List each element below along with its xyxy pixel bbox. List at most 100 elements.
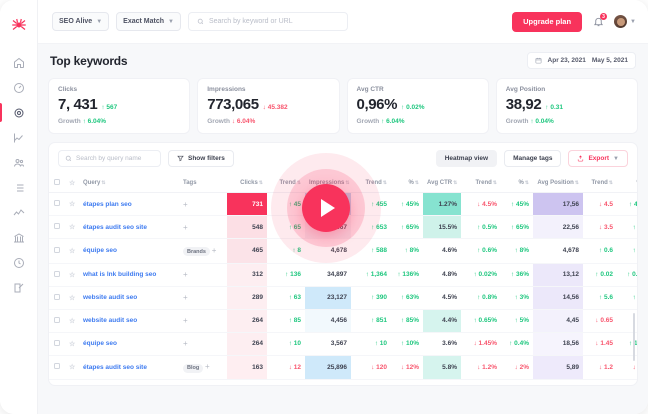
table-row[interactable]: ☆ what is lnk building seo +312 ↑ 136 34,897… — [49, 263, 637, 287]
checkbox-icon[interactable] — [54, 316, 60, 323]
date-range-picker[interactable]: Apr 23, 2021 May 5, 2021 — [526, 52, 636, 69]
cell-tags[interactable]: + — [179, 309, 227, 333]
checkbox-icon[interactable] — [54, 339, 60, 346]
show-filters-button[interactable]: Show filters — [168, 150, 234, 167]
sidebar-item-analytics[interactable] — [0, 125, 38, 150]
cell-query[interactable]: what is lnk building seo — [79, 263, 179, 287]
star-icon[interactable]: ☆ — [69, 247, 76, 255]
upgrade-plan-button[interactable]: Upgrade plan — [512, 11, 583, 32]
checkbox-icon[interactable] — [54, 270, 60, 277]
sidebar-item-notes[interactable] — [0, 275, 38, 300]
column-ctr-pct[interactable]: %⇅ — [501, 174, 533, 193]
add-tag-icon[interactable]: + — [183, 199, 188, 209]
cell-query[interactable]: website audit seo — [79, 286, 179, 310]
add-tag-icon[interactable]: + — [183, 293, 188, 302]
user-menu[interactable]: ▼ — [614, 15, 636, 28]
cell-query[interactable]: website audit seo — [79, 309, 179, 333]
table-row[interactable]: ☆ website audit seo +264 ↑ 85 4,456 ↑ 851 ↑ 85… — [49, 309, 637, 333]
checkbox-icon[interactable] — [54, 363, 60, 370]
match-type-selector[interactable]: Exact Match ▼ — [116, 12, 181, 31]
project-selector[interactable]: SEO Alive ▼ — [52, 12, 110, 31]
cell-tags[interactable]: + — [179, 215, 227, 239]
column-avg-ctr[interactable]: Avg CTR⇅ — [423, 174, 461, 193]
row-checkbox[interactable] — [49, 192, 65, 216]
cell-tags[interactable]: + — [179, 263, 227, 287]
cell-tags[interactable]: + — [179, 192, 227, 216]
row-favorite[interactable]: ☆ — [65, 238, 79, 264]
star-icon[interactable]: ☆ — [69, 201, 76, 208]
sidebar-item-keywords[interactable] — [0, 100, 38, 125]
table-row[interactable]: ☆ équipe seo +264 ↑ 10 3,567 ↑ 10 ↑ 10% 3.6% ↓ 1… — [49, 332, 637, 356]
table-row[interactable]: ☆ équipe seo Brands +465 ↑ 8 4,678 ↑ 588 ↑ 8% 4… — [49, 238, 637, 264]
cell-tags[interactable]: + — [179, 286, 227, 310]
cell-tags[interactable]: Brands + — [179, 238, 227, 264]
play-video-button[interactable] — [302, 184, 350, 232]
manage-tags-button[interactable]: Manage tags — [504, 150, 562, 167]
star-icon[interactable]: ☆ — [69, 364, 76, 372]
column-impressions-pct[interactable]: %⇅ — [391, 174, 423, 193]
notifications-button[interactable]: 3 — [593, 13, 608, 27]
tag-badge[interactable]: Brands — [183, 247, 210, 256]
column-impressions-trend[interactable]: Trend⇅ — [351, 174, 391, 193]
row-favorite[interactable]: ☆ — [65, 215, 79, 239]
checkbox-icon[interactable] — [54, 293, 60, 300]
row-checkbox[interactable] — [49, 309, 65, 333]
sidebar-item-audience[interactable] — [0, 150, 38, 175]
sidebar-item-trends[interactable] — [0, 200, 38, 225]
add-tag-icon[interactable]: + — [211, 245, 217, 255]
column-clicks-trend[interactable]: Trend⇅ — [267, 174, 305, 193]
sidebar-item-history[interactable] — [0, 250, 38, 275]
row-checkbox[interactable] — [49, 215, 65, 239]
add-tag-icon[interactable]: + — [205, 362, 210, 371]
column-ctr-trend[interactable]: Trend⇅ — [461, 174, 501, 193]
sidebar-item-home[interactable] — [0, 50, 38, 75]
sidebar-item-dashboard[interactable] — [0, 75, 38, 100]
row-favorite[interactable]: ☆ — [65, 309, 79, 333]
row-favorite[interactable]: ☆ — [65, 192, 79, 216]
cell-query[interactable]: équipe seo — [79, 332, 179, 356]
column-position-trend[interactable]: Trend⇅ — [583, 174, 617, 193]
checkbox-icon[interactable] — [54, 179, 60, 185]
row-favorite[interactable]: ☆ — [65, 286, 79, 310]
add-tag-icon[interactable]: + — [183, 270, 188, 279]
column-position-pct[interactable]: %⇅ — [617, 174, 637, 193]
add-tag-icon[interactable]: + — [183, 339, 188, 348]
star-icon[interactable]: ☆ — [69, 340, 76, 348]
cell-tags[interactable]: + — [179, 332, 227, 356]
sidebar-item-reports[interactable] — [0, 175, 38, 200]
star-icon[interactable]: ☆ — [69, 317, 76, 325]
row-checkbox[interactable] — [49, 238, 65, 264]
star-icon[interactable]: ☆ — [69, 294, 76, 302]
vertical-scrollbar[interactable] — [633, 313, 635, 361]
row-checkbox[interactable] — [49, 263, 65, 287]
add-tag-icon[interactable]: + — [183, 316, 188, 325]
star-icon[interactable]: ☆ — [69, 271, 76, 279]
heatmap-view-button[interactable]: Heatmap view — [435, 150, 498, 167]
column-clicks[interactable]: Clicks⇅ — [227, 174, 267, 193]
cell-tags[interactable]: Blog + — [179, 355, 227, 380]
select-all-header[interactable] — [49, 174, 65, 193]
row-checkbox[interactable] — [49, 332, 65, 356]
cell-query[interactable]: étapes audit seo site — [79, 215, 179, 239]
checkbox-icon[interactable] — [54, 200, 60, 206]
row-favorite[interactable]: ☆ — [65, 263, 79, 287]
table-row[interactable]: ☆ étapes audit seo site Blog +163 ↓ 12 25,89… — [49, 355, 637, 380]
export-button[interactable]: Export ▼ — [568, 150, 628, 167]
table-row[interactable]: ☆étapes plan seo+731↑ 4524,567↑ 455↑ 45%… — [49, 192, 637, 216]
cell-query[interactable]: étapes plan seo — [79, 192, 179, 216]
row-checkbox[interactable] — [49, 355, 65, 380]
global-search-input[interactable]: Search by keyword or URL — [187, 12, 348, 31]
cell-query[interactable]: équipe seo — [79, 238, 179, 264]
checkbox-icon[interactable] — [54, 246, 60, 253]
sidebar-item-competitors[interactable] — [0, 225, 38, 250]
star-icon[interactable]: ☆ — [69, 224, 76, 231]
row-favorite[interactable]: ☆ — [65, 332, 79, 356]
column-tags[interactable]: Tags — [179, 174, 227, 193]
table-row[interactable]: ☆ website audit seo +289 ↑ 63 23,127 ↑ 390 ↑ 6… — [49, 286, 637, 310]
column-avg-position[interactable]: Avg Position⇅ — [533, 174, 583, 193]
row-favorite[interactable]: ☆ — [65, 355, 79, 380]
tag-badge[interactable]: Blog — [183, 363, 204, 373]
add-tag-icon[interactable]: + — [183, 222, 188, 232]
checkbox-icon[interactable] — [54, 223, 60, 229]
spider-logo[interactable] — [10, 16, 28, 34]
